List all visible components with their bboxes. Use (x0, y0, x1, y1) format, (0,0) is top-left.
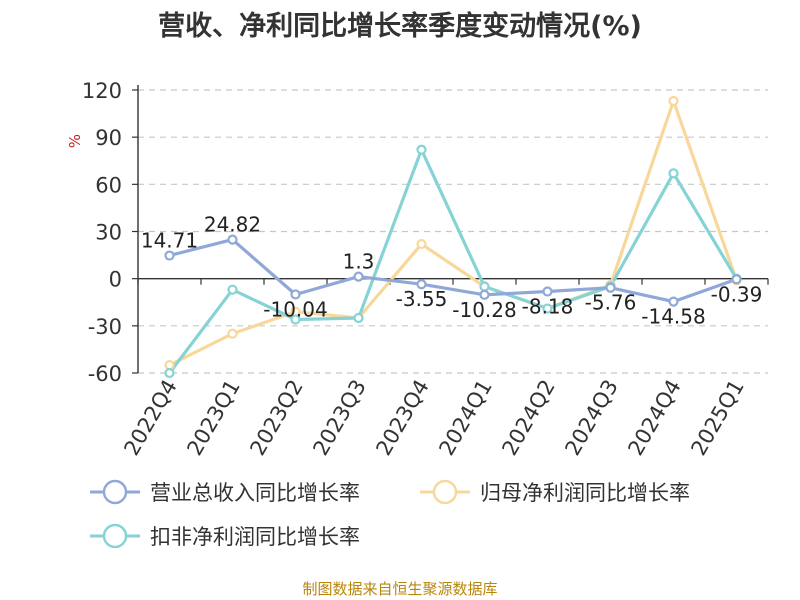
data-point (290, 289, 301, 300)
legend-marker (102, 479, 128, 505)
y-tick-label: 30 (95, 221, 122, 245)
data-label: -10.28 (452, 298, 516, 322)
y-tick-labels: 120 90 60 30 0 -30 -60 (82, 79, 122, 386)
x-tick-label: 2025Q1 (686, 376, 748, 460)
legend-marker (102, 523, 128, 549)
x-tick-labels: 2022Q4 2023Q1 2023Q2 2023Q3 2023Q4 2024Q1 2024… (119, 376, 748, 460)
gridlines (138, 89, 768, 374)
legend-item: 营业总收入同比增长率 (90, 479, 360, 505)
legend-marker (432, 479, 458, 505)
data-label: 1.3 (343, 250, 375, 274)
data-point (731, 274, 742, 285)
data-label: -5.76 (585, 291, 637, 315)
x-tick-label: 2024Q3 (560, 376, 622, 460)
axes (132, 85, 769, 374)
data-label: 14.71 (141, 229, 198, 253)
legend-label: 营业总收入同比增长率 (150, 481, 360, 505)
series-lines (168, 99, 739, 374)
data-point (668, 296, 679, 307)
data-point (353, 312, 364, 324)
data-source-note: 制图数据来自恒生聚源数据库 (302, 580, 498, 598)
data-point (290, 314, 301, 325)
series-line (168, 148, 738, 374)
data-label: -10.04 (263, 297, 327, 321)
x-tick-label: 2023Q4 (371, 376, 433, 460)
data-point (227, 328, 238, 339)
series-points (164, 95, 742, 379)
y-axis-label: % (66, 134, 84, 148)
data-point (353, 271, 364, 282)
series-line (169, 238, 738, 304)
y-tick-label: 90 (95, 126, 122, 150)
y-tick-label: -30 (88, 315, 122, 339)
data-label: 24.82 (204, 213, 261, 237)
data-label: -0.39 (711, 282, 763, 306)
legend-item: 扣非净利润同比增长率 (90, 523, 360, 549)
data-point (605, 282, 616, 293)
data-point (479, 281, 490, 292)
data-point (227, 234, 238, 245)
data-label: -3.55 (396, 287, 448, 311)
x-tick-label: 2023Q1 (182, 376, 244, 460)
x-tick-label: 2024Q4 (623, 376, 685, 460)
data-point (542, 286, 553, 297)
legend-label: 归母净利润同比增长率 (480, 481, 690, 505)
x-tick-label: 2023Q3 (308, 376, 370, 460)
chart-title: 营收、净利同比增长率季度变动情况(%) (158, 11, 642, 42)
data-point (668, 168, 679, 179)
data-label: -8.18 (522, 295, 574, 319)
data-label: -14.58 (641, 305, 705, 329)
x-tick-label: 2024Q1 (434, 376, 496, 460)
data-point (416, 238, 427, 250)
x-tick-label: 2024Q2 (497, 376, 559, 460)
data-point (542, 303, 553, 314)
y-tick-label: -60 (88, 362, 122, 386)
data-point (479, 289, 490, 300)
x-tick-label: 2023Q2 (245, 376, 307, 460)
data-point (668, 95, 679, 107)
y-tick-label: 120 (82, 79, 122, 103)
y-tick-label: 0 (109, 268, 122, 292)
x-tick-label: 2022Q4 (119, 376, 181, 460)
data-point (164, 367, 175, 379)
legend-label: 扣非净利润同比增长率 (150, 525, 360, 549)
data-point (227, 284, 238, 295)
data-point (416, 279, 427, 290)
data-point (164, 250, 175, 261)
data-point (416, 144, 427, 155)
legend-item: 归母净利润同比增长率 (420, 479, 690, 505)
series-line (168, 99, 739, 367)
y-tick-label: 60 (95, 173, 122, 197)
